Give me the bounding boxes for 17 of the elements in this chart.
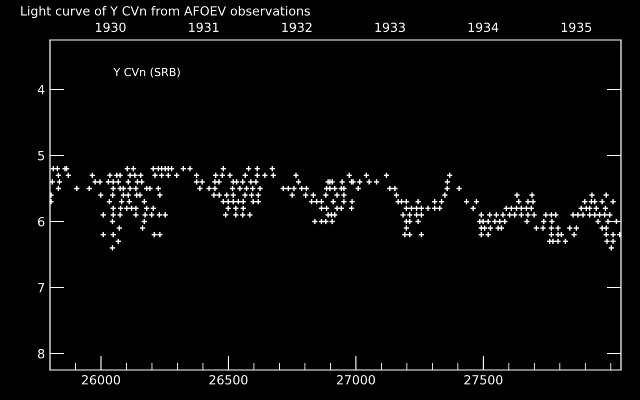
y-tick-label: 4 (38, 85, 44, 94)
x2-tick-label: 1932 (282, 22, 312, 32)
x2-tick-label: 1931 (189, 22, 218, 32)
x-tick-label: 27000 (336, 375, 375, 385)
y-tick-label: 5 (38, 151, 44, 160)
x-tick-label: 26000 (82, 375, 120, 385)
chart-title: Light curve of Y CVn from AFOEV observations (21, 6, 310, 18)
x-tick-label: 26500 (209, 375, 248, 385)
x2-tick-label: 1933 (375, 22, 405, 32)
annotation: Y CVn (SRB) (113, 68, 180, 78)
x-tick-label: 27500 (464, 375, 502, 385)
y-tick-label: 6 (38, 216, 44, 226)
x2-tick-label: 1934 (468, 22, 498, 32)
x2-tick-label: 1930 (96, 22, 126, 32)
y-tick-label: 7 (38, 283, 44, 292)
x2-tick-label: 1935 (562, 22, 592, 32)
y-tick-label: 8 (38, 348, 44, 358)
